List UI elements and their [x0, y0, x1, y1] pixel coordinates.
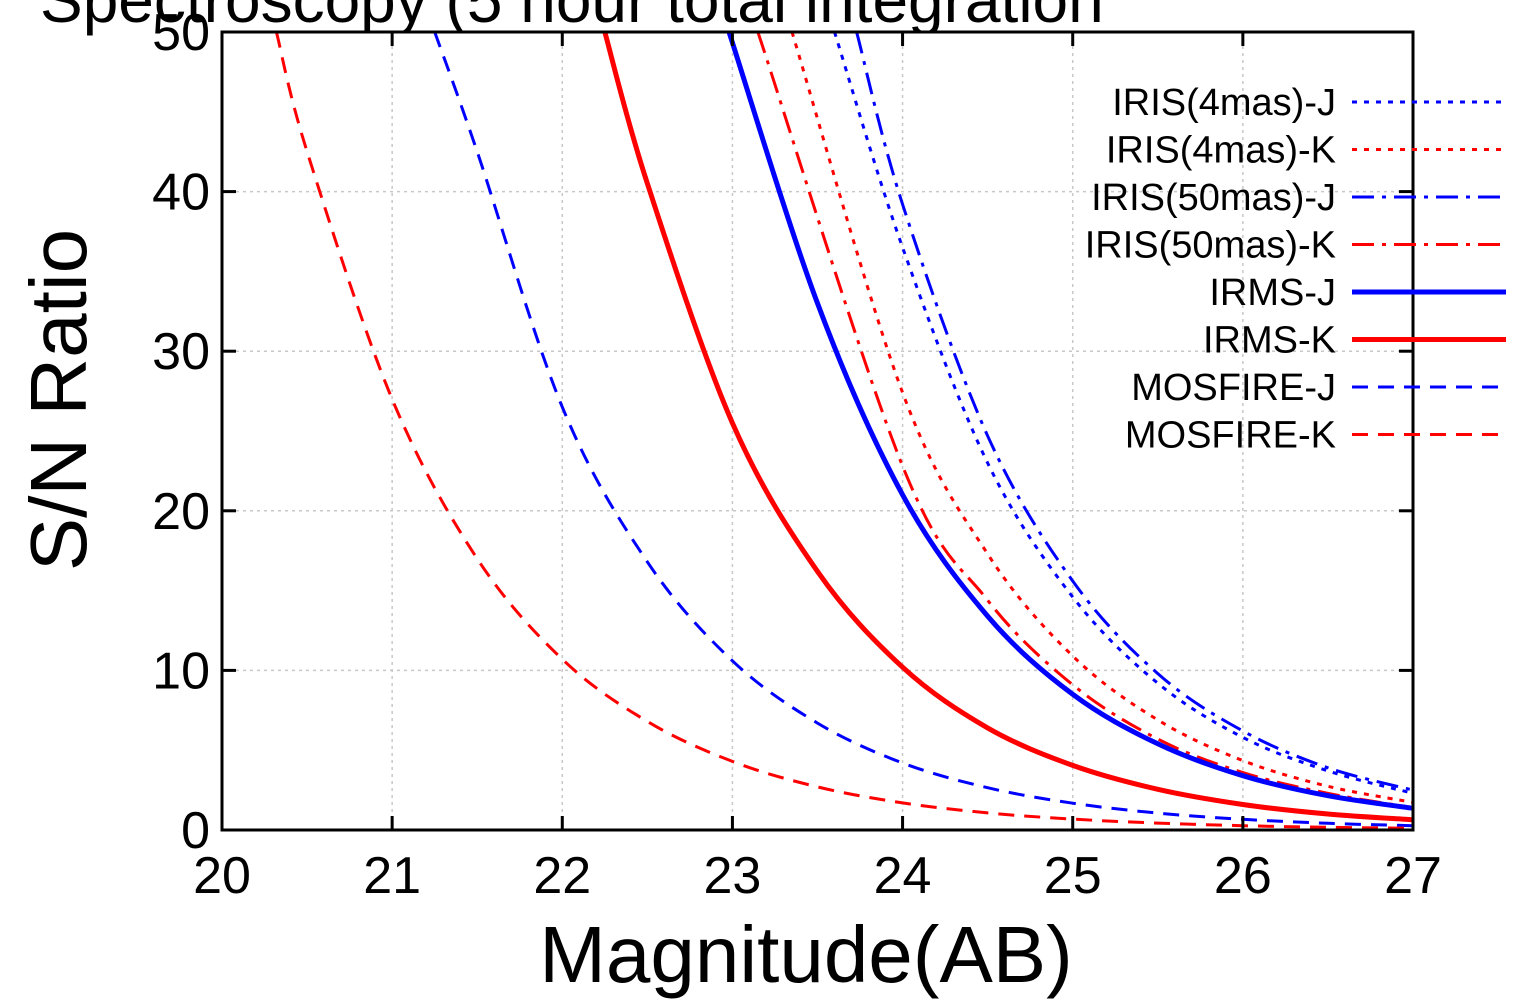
grid	[222, 32, 1413, 830]
series-line-iris-4mas-j	[833, 32, 1413, 795]
x-tick-label: 25	[1044, 847, 1102, 905]
x-tick-label: 24	[874, 847, 932, 905]
y-tick-label: 40	[152, 164, 210, 222]
plot-area	[222, 32, 1413, 830]
x-tick-label: 27	[1384, 847, 1442, 905]
legend-label-mosfire-j: MOSFIRE-J	[1131, 367, 1336, 409]
y-tick-label: 0	[181, 802, 210, 860]
chart-title: Spectroscopy (5 hour total integration	[40, 0, 1104, 36]
series-line-iris-50mas-k	[756, 32, 1413, 810]
plot-frame	[220, 30, 1415, 832]
ticks	[220, 30, 1415, 832]
legend: IRIS(4mas)-J IRIS(4mas)-K IRIS(50mas)-J IRI…	[1085, 82, 1506, 457]
legend-label-iris-4mas-k: IRIS(4mas)-K	[1106, 130, 1336, 172]
legend-label-mosfire-k: MOSFIRE-K	[1125, 415, 1336, 457]
x-tick-label: 21	[363, 847, 421, 905]
tick-labels: 20 21 22 23 24 25 26 27 0 10 20 30 40 50	[152, 4, 1442, 905]
series-line-irms-k	[602, 32, 1413, 823]
series-line-mosfire-k	[274, 32, 1413, 830]
series-line-irms-j	[726, 32, 1413, 811]
legend-label-iris-50mas-j: IRIS(50mas)-J	[1091, 177, 1336, 219]
x-tick-label: 20	[193, 847, 251, 905]
series-line-mosfire-j	[433, 32, 1413, 828]
y-tick-label: 50	[152, 4, 210, 62]
legend-label-irms-j: IRMS-J	[1209, 272, 1336, 314]
x-axis-label: Magnitude(AB)	[539, 910, 1073, 999]
legend-label-irms-k: IRMS-K	[1203, 320, 1336, 362]
x-tick-label: 26	[1214, 847, 1272, 905]
y-tick-label: 30	[152, 323, 210, 381]
legend-label-iris-50mas-k: IRIS(50mas)-K	[1085, 225, 1336, 267]
x-tick-label: 23	[704, 847, 762, 905]
legend-label-iris-4mas-j: IRIS(4mas)-J	[1112, 82, 1336, 124]
series-line-iris-4mas-k	[790, 32, 1413, 804]
y-tick-label: 20	[152, 483, 210, 541]
series-line-iris-50mas-j	[855, 32, 1413, 792]
y-tick-label: 10	[152, 642, 210, 700]
y-axis-label: S/N Ratio	[14, 229, 103, 571]
series-layer	[274, 32, 1413, 830]
x-tick-label: 22	[533, 847, 591, 905]
